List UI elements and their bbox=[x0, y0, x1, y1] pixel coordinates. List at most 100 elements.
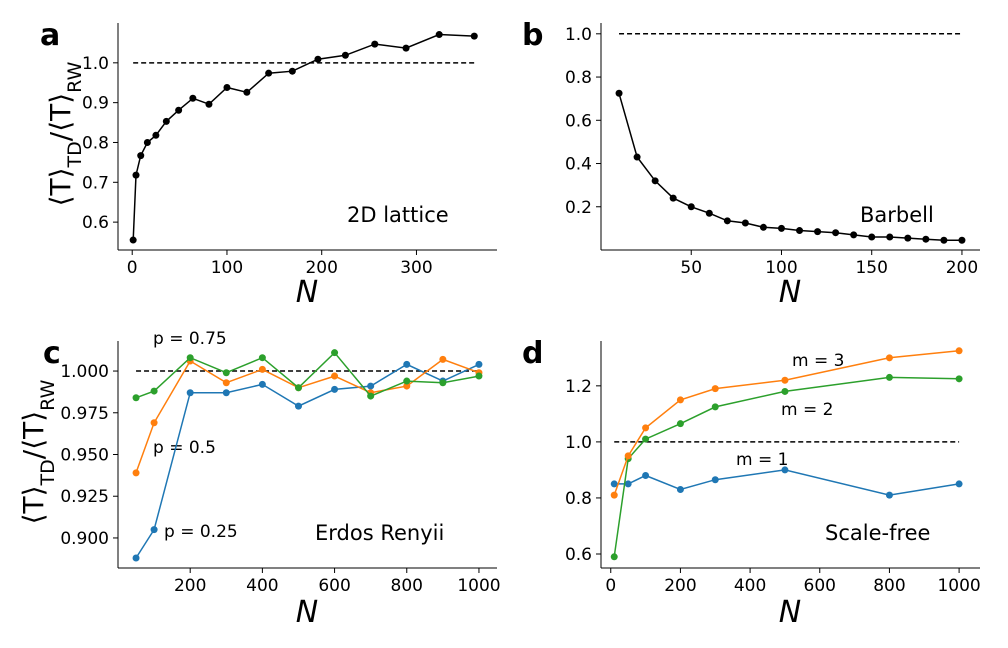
data-point bbox=[955, 347, 963, 355]
data-point bbox=[439, 379, 447, 387]
data-point bbox=[152, 131, 160, 139]
y-tick-label: 0.900 bbox=[60, 529, 109, 549]
y-tick-label: 0.8 bbox=[82, 133, 109, 153]
panel-d-xlabel: N bbox=[779, 595, 801, 630]
data-point bbox=[832, 229, 840, 237]
y-tick-label: 1.0 bbox=[565, 25, 592, 45]
data-point bbox=[403, 377, 411, 385]
y-tick-label: 1.2 bbox=[565, 377, 592, 397]
data-point bbox=[610, 480, 618, 488]
data-point bbox=[258, 354, 266, 362]
data-point bbox=[676, 420, 684, 428]
panel-a-xlabel: N bbox=[296, 275, 318, 310]
x-tick-label: 800 bbox=[391, 576, 423, 596]
data-point bbox=[371, 40, 379, 48]
data-point bbox=[642, 424, 650, 432]
data-point bbox=[624, 480, 632, 488]
data-point bbox=[759, 223, 767, 231]
panel-d-label-m3: m = 3 bbox=[792, 351, 844, 371]
data-point bbox=[222, 379, 230, 387]
x-tick-label: 600 bbox=[318, 576, 350, 596]
data-point bbox=[940, 236, 948, 244]
panel-c-label-p05: p = 0.5 bbox=[153, 438, 216, 458]
data-point bbox=[403, 382, 411, 390]
data-point bbox=[186, 389, 194, 397]
data-point bbox=[314, 55, 322, 63]
data-point bbox=[137, 152, 145, 160]
data-point bbox=[885, 491, 893, 499]
x-tick-label: 1000 bbox=[457, 576, 500, 596]
y-tick-label: 0.925 bbox=[60, 487, 109, 507]
y-tick-label: 0.975 bbox=[60, 404, 109, 424]
panel-c: c Erdos Renyii p = 0.25 p = 0.5 p = 0.75… bbox=[17, 329, 501, 630]
data-point bbox=[189, 94, 197, 102]
panel-c-annotation: Erdos Renyii bbox=[315, 521, 444, 545]
data-point bbox=[294, 402, 302, 410]
data-point bbox=[132, 469, 140, 477]
y-tick-label: 0.2 bbox=[565, 198, 592, 218]
data-point bbox=[955, 375, 963, 383]
panel-b: b Barbell N 50 100 150 200 0.2 0.4 0.6 0.8 1.0 bbox=[522, 18, 980, 310]
data-point bbox=[610, 491, 618, 499]
panel-c-label: c bbox=[43, 336, 61, 371]
data-point bbox=[439, 355, 447, 363]
data-point bbox=[132, 394, 140, 402]
panel-d: d Scale-free m = 1 m = 2 m = 3 N 0 200 400… bbox=[522, 336, 981, 630]
data-point bbox=[143, 138, 151, 146]
panel-a-annotation: 2D lattice bbox=[347, 203, 449, 227]
data-point bbox=[885, 373, 893, 381]
data-point bbox=[868, 233, 876, 241]
data-point bbox=[470, 32, 478, 40]
y-tick-label: 0.8 bbox=[565, 489, 592, 509]
data-point bbox=[796, 227, 804, 235]
data-point bbox=[651, 177, 659, 185]
y-tick-label: 0.950 bbox=[60, 446, 109, 466]
y-tick-label: 0.6 bbox=[565, 545, 592, 565]
x-tick-label: 50 bbox=[680, 258, 702, 278]
y-tick-label: 1.0 bbox=[565, 433, 592, 453]
data-point bbox=[150, 526, 158, 534]
data-point bbox=[243, 88, 251, 96]
x-tick-label: 100 bbox=[765, 258, 797, 278]
x-tick-label: 0 bbox=[127, 258, 138, 278]
data-point bbox=[958, 236, 966, 244]
x-tick-label: 200 bbox=[174, 576, 206, 596]
data-point bbox=[615, 89, 623, 97]
series-line bbox=[613, 350, 960, 496]
panel-d-label-m2: m = 2 bbox=[781, 400, 833, 420]
y-tick-label: 0.6 bbox=[82, 213, 109, 233]
data-point bbox=[162, 117, 170, 125]
data-point bbox=[955, 480, 963, 488]
data-point bbox=[475, 372, 483, 380]
data-point bbox=[885, 354, 893, 362]
data-point bbox=[624, 452, 632, 460]
data-point bbox=[331, 349, 339, 357]
data-point bbox=[886, 233, 894, 241]
panel-c-xlabel: N bbox=[296, 595, 318, 630]
data-point bbox=[403, 360, 411, 368]
data-point bbox=[781, 466, 789, 474]
series-line bbox=[614, 469, 960, 496]
data-point bbox=[633, 153, 641, 161]
y-tick-label: 0.6 bbox=[565, 111, 592, 131]
data-point bbox=[711, 476, 719, 484]
panel-c-ylabel: ⟨T⟩TD/⟨T⟩RW bbox=[17, 379, 59, 524]
data-point bbox=[610, 553, 618, 561]
x-tick-label: 300 bbox=[400, 258, 432, 278]
panel-a-ylabel: ⟨T⟩TD/⟨T⟩RW bbox=[44, 61, 86, 206]
x-tick-label: 800 bbox=[873, 576, 905, 596]
data-point bbox=[367, 382, 375, 390]
data-point bbox=[331, 385, 339, 393]
panel-b-annotation: Barbell bbox=[860, 203, 934, 227]
x-tick-label: 200 bbox=[946, 258, 978, 278]
data-point bbox=[781, 376, 789, 384]
x-tick-label: 150 bbox=[855, 258, 887, 278]
panel-b-label: b bbox=[522, 18, 543, 53]
y-tick-label: 0.7 bbox=[82, 173, 109, 193]
panel-d-annotation: Scale-free bbox=[825, 521, 930, 545]
data-point bbox=[781, 387, 789, 395]
data-point bbox=[435, 31, 443, 39]
data-point bbox=[850, 231, 858, 239]
x-tick-label: 0 bbox=[605, 576, 616, 596]
